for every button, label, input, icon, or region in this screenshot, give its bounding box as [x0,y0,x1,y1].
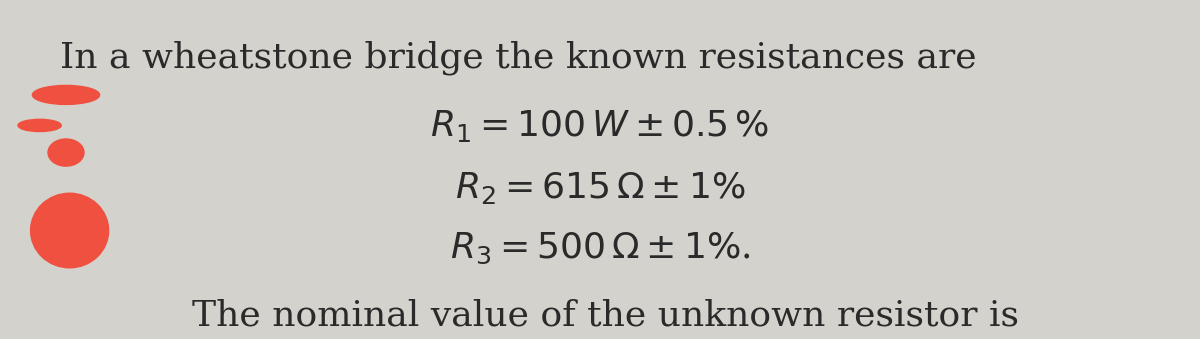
Text: $R_1 = 100 \, W \pm 0.5 \, \%$: $R_1 = 100 \, W \pm 0.5 \, \%$ [431,108,769,144]
Text: The nominal value of the unknown resistor is: The nominal value of the unknown resisto… [192,298,1019,332]
Text: In a wheatstone bridge the known resistances are: In a wheatstone bridge the known resista… [60,41,977,75]
Text: $R_3 = 500 \, \Omega \pm 1\%$.: $R_3 = 500 \, \Omega \pm 1\%$. [450,231,750,266]
Text: $R_2 = 615 \, \Omega \pm 1\%$: $R_2 = 615 \, \Omega \pm 1\%$ [455,170,745,205]
